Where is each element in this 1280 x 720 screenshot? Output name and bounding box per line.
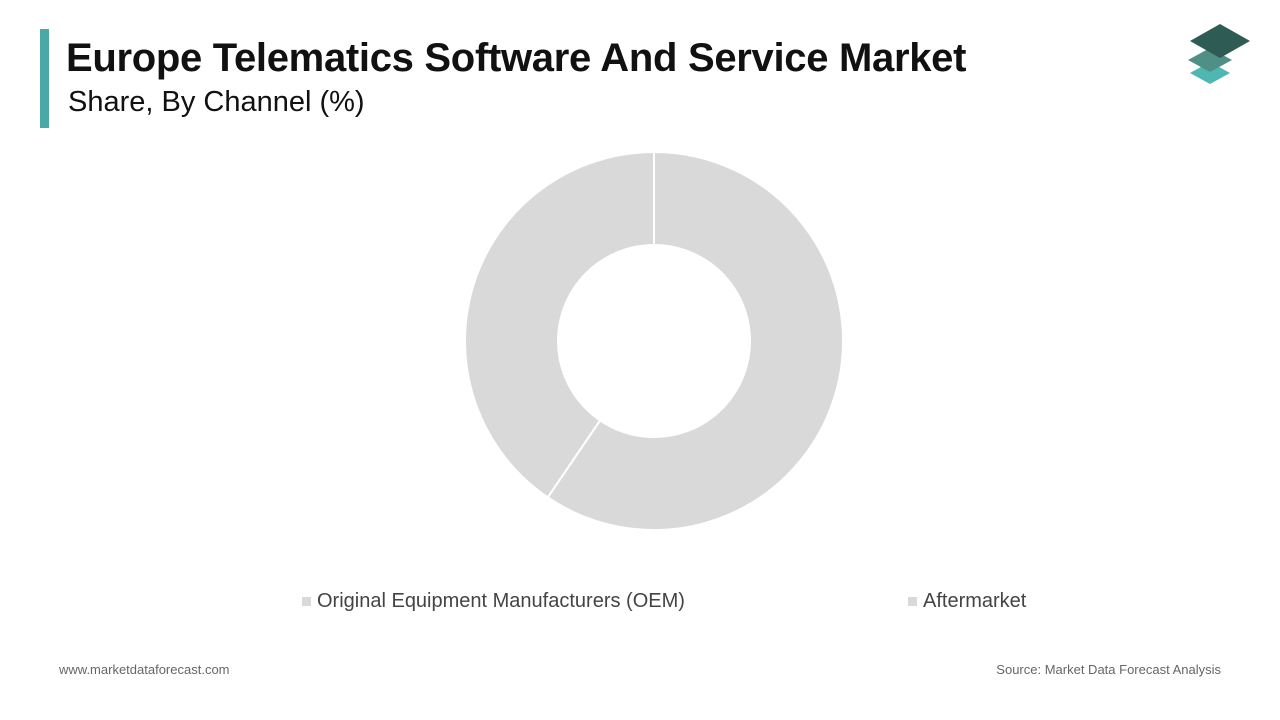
title-accent-bar	[40, 29, 49, 128]
chart-subtitle: Share, By Channel (%)	[68, 86, 365, 118]
legend-item-0: Original Equipment Manufacturers (OEM)	[302, 589, 685, 613]
logo-layer-top	[1190, 24, 1250, 58]
legend-label: Aftermarket	[923, 589, 1027, 612]
legend-item-1: Aftermarket	[908, 589, 1026, 613]
chart-title: Europe Telematics Software And Service M…	[66, 36, 967, 80]
legend-swatch	[908, 596, 917, 606]
footer-website: www.marketdataforecast.com	[59, 662, 230, 677]
logo-layer-bottom	[1190, 62, 1230, 84]
donut-slices	[464, 150, 844, 531]
stacked-layers-logo-icon	[1188, 24, 1250, 84]
donut-slice-0	[546, 150, 844, 531]
footer-source: Source: Market Data Forecast Analysis	[996, 662, 1221, 677]
donut-slice-1	[464, 150, 655, 499]
legend-swatch	[302, 596, 311, 606]
legend-label: Original Equipment Manufacturers (OEM)	[317, 589, 685, 612]
